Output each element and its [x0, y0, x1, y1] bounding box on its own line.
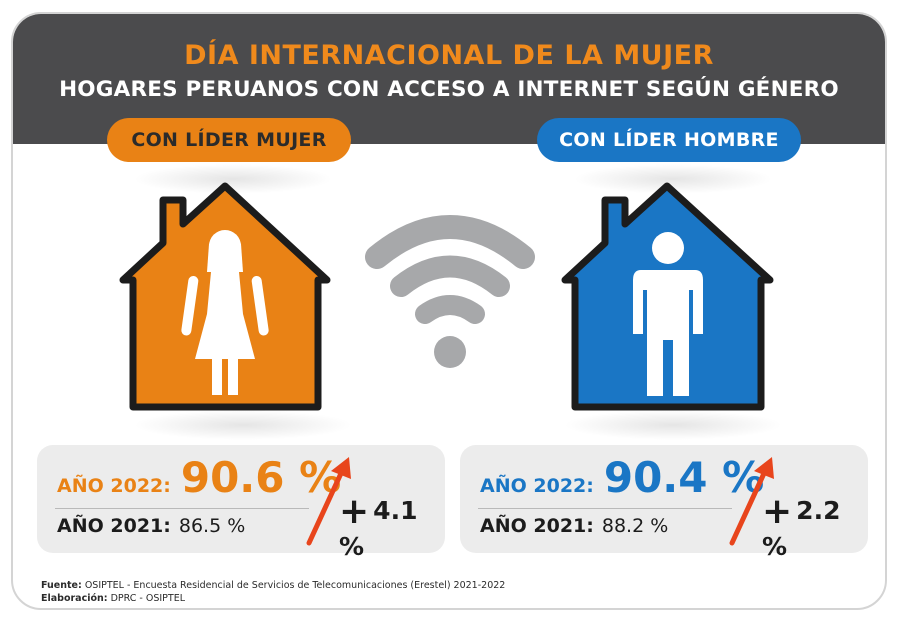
men-leader-label: CON LÍDER HOMBRE: [537, 118, 801, 162]
credit-text: DPRC - OSIPTEL: [110, 593, 186, 604]
men-2021-row: AÑO 2021: 88.2 %: [480, 515, 668, 537]
men-2021-label: AÑO 2021:: [480, 515, 594, 537]
men-delta-value: 2.2 %: [762, 496, 841, 561]
women-delta-value: 4.1 %: [339, 496, 418, 561]
arrow-up-icon: [729, 457, 774, 546]
source-label: Fuente:: [41, 580, 82, 591]
men-2022-label: AÑO 2022:: [480, 475, 594, 497]
source-line: Fuente: OSIPTEL - Encuesta Residencial d…: [41, 579, 505, 592]
wifi-icon: [365, 215, 535, 368]
arrow-up-icon: [306, 457, 351, 546]
page-subtitle: HOGARES PERUANOS CON ACCESO A INTERNET S…: [59, 77, 839, 102]
source-text: OSIPTEL - Encuesta Residencial de Servic…: [84, 580, 506, 591]
men-2022-value: 90.4 %: [603, 453, 765, 502]
women-2022-label: AÑO 2022:: [57, 475, 171, 497]
page-title: DÍA INTERNACIONAL DE LA MUJER: [184, 40, 714, 71]
women-2021-value: 86.5 %: [178, 515, 246, 537]
women-delta: +4.1 %: [339, 491, 418, 561]
house-woman-icon: [119, 182, 331, 411]
credit-label: Elaboración:: [41, 593, 108, 604]
men-house-shadow: [563, 410, 783, 440]
house-man-icon: [561, 182, 774, 411]
men-divider: [478, 508, 732, 509]
women-leader-label: CON LÍDER MUJER: [107, 118, 351, 162]
men-delta: +2.2 %: [762, 491, 841, 561]
source-footer: Fuente: OSIPTEL - Encuesta Residencial d…: [41, 579, 505, 605]
men-2021-value: 88.2 %: [601, 515, 669, 537]
women-2021-label: AÑO 2021:: [57, 515, 171, 537]
women-house-shadow: [133, 410, 353, 440]
infographic-card: DÍA INTERNACIONAL DE LA MUJER HOGARES PE…: [11, 12, 887, 610]
women-divider: [55, 508, 309, 509]
women-2022-row: AÑO 2022: 90.6 %: [57, 453, 341, 502]
women-stats-panel: AÑO 2022: 90.6 % AÑO 2021: 86.5 % +4.1 %: [37, 445, 445, 561]
credit-line: Elaboración: DPRC - OSIPTEL: [41, 592, 505, 605]
women-2021-row: AÑO 2021: 86.5 %: [57, 515, 245, 537]
men-2022-row: AÑO 2022: 90.4 %: [480, 453, 764, 502]
men-stats-panel: AÑO 2022: 90.4 % AÑO 2021: 88.2 % +2.2 %: [460, 445, 868, 561]
women-2022-value: 90.6 %: [180, 453, 342, 502]
